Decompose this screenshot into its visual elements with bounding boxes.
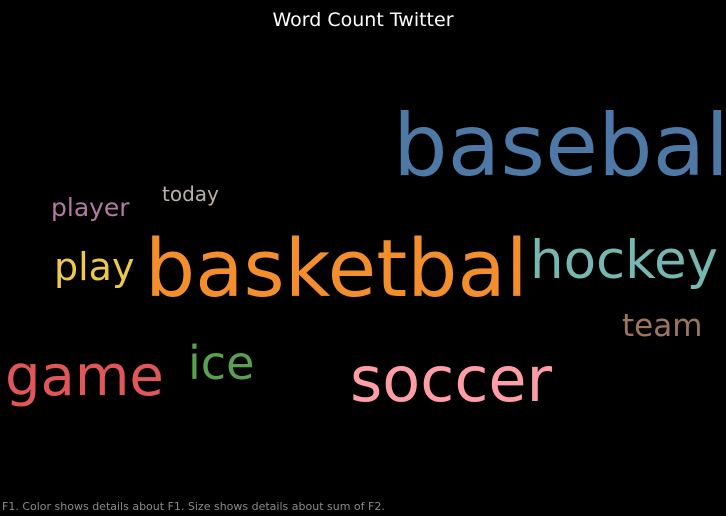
word-team: team [622, 308, 703, 344]
word-basebal: basebal [393, 96, 726, 196]
word-player: player [51, 193, 130, 222]
word-today: today [162, 182, 219, 206]
chart-caption: F1. Color shows details about F1. Size s… [2, 500, 385, 513]
chart-title: Word Count Twitter [272, 9, 454, 31]
word-soccer: soccer [350, 343, 553, 416]
word-play: play [54, 245, 135, 289]
word-game: game [5, 344, 164, 409]
word-ice: ice [188, 336, 255, 390]
word-basketbal: basketbal [145, 223, 528, 315]
word-hockey: hockey [530, 230, 718, 291]
